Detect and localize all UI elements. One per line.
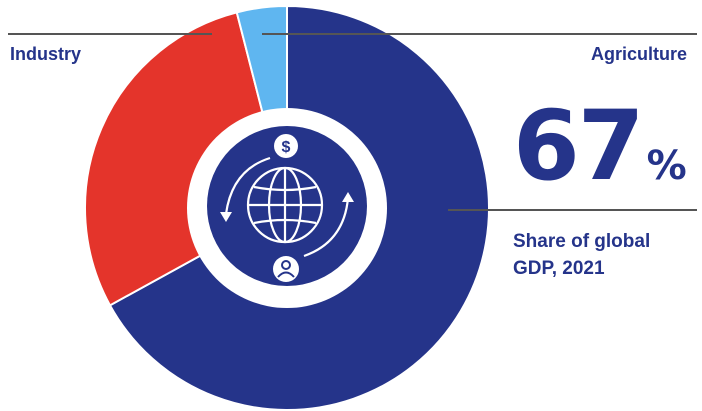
svg-text:$: $: [282, 139, 291, 156]
share-caption: Share of global GDP, 2021: [513, 228, 702, 282]
share-value: 67: [513, 90, 645, 202]
person-icon: [273, 256, 299, 282]
globe-cycle-icon: $: [207, 126, 367, 286]
share-callout: 67%: [513, 98, 687, 194]
agriculture-label: Agriculture: [590, 44, 687, 64]
share-caption-line1: Share of global: [513, 231, 651, 252]
dollar-icon: $: [274, 134, 298, 158]
share-unit: %: [646, 143, 687, 189]
industry-label: Industry: [10, 44, 82, 64]
share-caption-line2: GDP, 2021: [513, 258, 605, 279]
